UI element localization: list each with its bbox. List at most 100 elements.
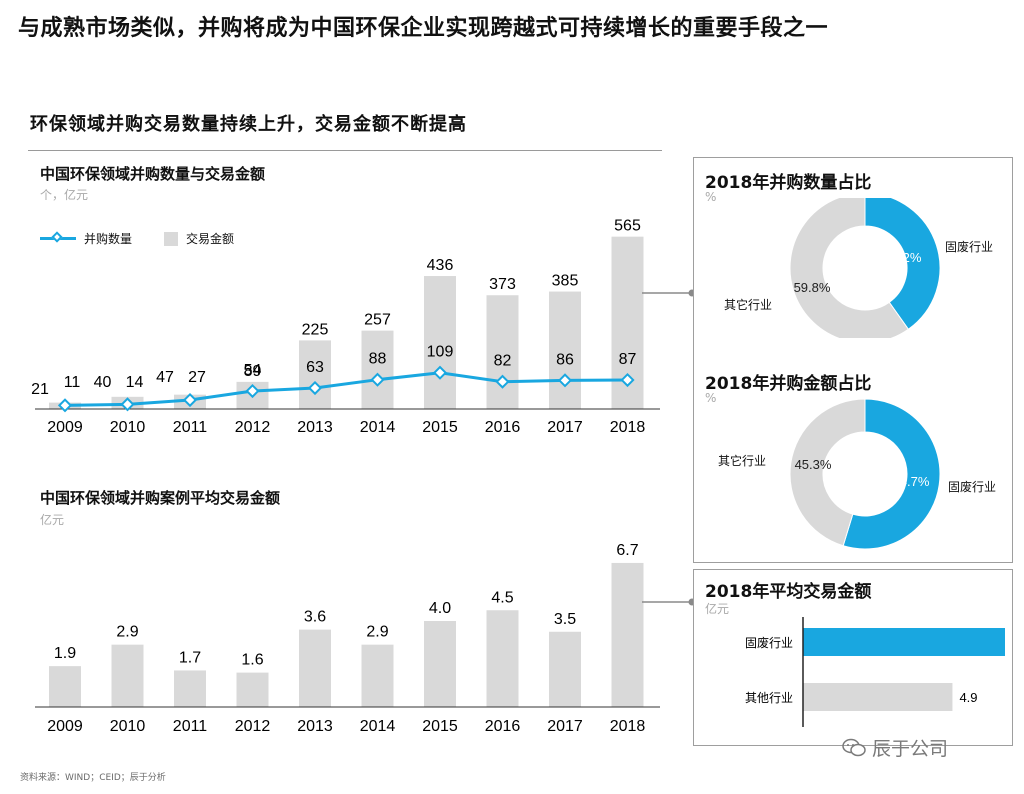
line-count-label-2012: 54 (244, 362, 262, 379)
bar-avg-label-2010: 2.9 (116, 624, 138, 641)
x-tick-2009: 2009 (47, 419, 83, 436)
x-tick-avg-2011: 2011 (173, 718, 208, 735)
line-count-label-2018: 87 (619, 351, 637, 368)
x-tick-2018: 2018 (610, 419, 646, 436)
x-tick-2012: 2012 (235, 419, 271, 436)
bar-amount-2015 (424, 276, 456, 409)
bar-avg-label-2009: 1.9 (54, 645, 76, 662)
bar-amount-label-2012: 89 (244, 363, 262, 380)
legend-square-icon (164, 231, 179, 246)
x-tick-2016: 2016 (485, 419, 521, 436)
bar-avg-label-2011: 1.7 (179, 649, 201, 666)
x-tick-avg-2012: 2012 (235, 718, 271, 735)
point-count-2013 (307, 380, 323, 396)
pie1-label-solid-waste: 固废行业 (945, 240, 994, 254)
x-tick-2010: 2010 (110, 419, 146, 436)
watermark-text: 辰于公司 (872, 738, 949, 760)
bar-amount-label-2017: 385 (552, 273, 579, 290)
x-tick-avg-2016: 2016 (485, 718, 521, 735)
point-count-2012 (245, 383, 260, 399)
pie1-value-1: 59.8% (794, 280, 831, 295)
wechat-icon (842, 738, 866, 756)
pie2-slice-1 (790, 398, 866, 547)
pie1-label-other: 其它行业 (724, 298, 773, 312)
connector-lines (642, 289, 696, 606)
legend-line-icon (40, 237, 76, 240)
x-tick-2014: 2014 (360, 419, 396, 436)
bar-avg-2018 (611, 562, 644, 707)
pie2-value-0: 54.7% (893, 474, 930, 489)
line-count-label-2016: 82 (494, 353, 512, 370)
bar-avg-2013 (299, 629, 331, 707)
chart1-svg: 21 2009 40 2010 47 2011 89 2012 225 2013 257 2014 43… (31, 218, 660, 436)
chart2-unit: 亿元 (40, 513, 65, 527)
x-tick-avg-2015: 2015 (422, 718, 458, 735)
pie2-svg: 54.7% 45.3% (790, 398, 941, 550)
pie2-label-solid-waste: 固废行业 (948, 480, 997, 494)
bar-amount-2017 (549, 291, 581, 409)
bar-avg-2011 (174, 670, 206, 707)
hbar-0 (803, 628, 1005, 656)
hbar-unit: 亿元 (705, 602, 730, 616)
bar-avg-2015 (424, 621, 456, 707)
legend-label-amount: 交易金额 (186, 232, 235, 246)
hbar-category-1: 其他行业 (745, 691, 793, 705)
pie2-label-other: 其它行业 (718, 454, 767, 468)
pie2-value-1: 45.3% (795, 457, 832, 472)
x-tick-avg-2010: 2010 (110, 718, 146, 735)
bar-amount-label-2011: 47 (156, 369, 174, 386)
bar-avg-label-2012: 1.6 (241, 652, 263, 669)
pie2-unit: % (705, 391, 717, 405)
line-count-label-2010: 14 (126, 374, 144, 391)
bar-avg-label-2017: 3.5 (554, 611, 576, 628)
hbar-title: 2018年平均交易金额 (705, 582, 872, 602)
bar-amount-label-2010: 40 (94, 374, 112, 391)
x-tick-avg-2014: 2014 (360, 718, 396, 735)
line-count (64, 371, 628, 407)
point-count-2017 (557, 373, 573, 388)
point-count-2015 (432, 365, 448, 380)
bar-amount-label-2009: 21 (31, 381, 49, 398)
x-tick-avg-2018: 2018 (610, 718, 646, 735)
bar-amount-2014 (361, 330, 394, 409)
point-count-2009 (57, 398, 73, 413)
hbar-category-0: 固废行业 (745, 635, 793, 650)
hbar-value-1: 4.9 (959, 690, 977, 705)
x-tick-2011: 2011 (173, 419, 208, 436)
point-count-2018 (620, 372, 635, 388)
line-count-label-2011: 27 (188, 369, 206, 386)
x-tick-avg-2017: 2017 (547, 718, 583, 735)
bar-avg-label-2013: 3.6 (304, 609, 326, 626)
bar-amount-label-2018: 565 (614, 218, 641, 235)
pie1-unit: % (705, 190, 717, 204)
watermark: 辰于公司 (842, 734, 948, 761)
pie1-svg: 40.2% 59.8% (790, 198, 941, 338)
chart1-unit: 个，亿元 (40, 188, 89, 202)
pie1-value-0: 40.2% (885, 250, 922, 265)
point-count-2010 (120, 397, 135, 412)
page-subtitle: 环保领域并购交易数量持续上升，交易金额不断提高 (30, 114, 467, 135)
point-count-2014 (370, 372, 385, 387)
line-count-label-2014: 88 (369, 351, 387, 368)
point-count-2016 (495, 374, 510, 389)
bar-amount-2016 (486, 295, 519, 409)
bar-amount-2013 (299, 340, 331, 409)
x-tick-2013: 2013 (297, 419, 333, 436)
page-title: 与成熟市场类似，并购将成为中国环保企业实现跨越式可持续增长的重要手段之一 (18, 16, 829, 41)
line-count-label-2015: 109 (427, 344, 454, 361)
bar-avg-2010 (111, 644, 144, 707)
legend-label-count: 并购数量 (84, 232, 133, 246)
bar-avg-label-2016: 4.5 (491, 589, 513, 606)
chart2-svg: 1.9 2009 2.9 2010 1.7 2011 1.6 2012 3.6 2013 2.9 20… (35, 542, 660, 735)
bar-avg-2012 (236, 672, 269, 707)
pie2-slice-0 (842, 398, 941, 550)
chart2-title: 中国环保领域并购案例平均交易金额 (40, 489, 281, 507)
source-note: 资料来源：WIND；CEID；辰于分析 (20, 773, 166, 783)
point-count-2011 (182, 392, 198, 408)
x-tick-avg-2009: 2009 (47, 718, 83, 735)
line-count-label-2013: 63 (306, 359, 324, 376)
bar-amount-label-2016: 373 (489, 276, 516, 293)
chart1-title: 中国环保领域并购数量与交易金额 (40, 165, 266, 183)
avg-panel (693, 569, 1013, 746)
